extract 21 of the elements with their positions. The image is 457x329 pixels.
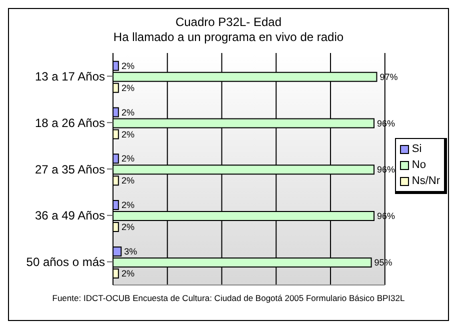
data-label: 2% [121,107,134,118]
data-label: 2% [121,154,134,164]
data-label: 2% [121,200,134,210]
y-tick-label: 50 años o más [26,255,105,270]
data-label: 2% [121,222,134,232]
y-tick-label: 27 a 35 Años [34,162,105,176]
data-label: 2% [121,129,134,140]
legend-label: No [412,158,426,173]
source-note: Fuente: IDCT-OCUB Encuesta de Cultura: Ciudad de Bogotá 2005 Formulario Básico BPI32L [51,293,406,303]
data-label: 2% [121,60,134,71]
y-tick-label: 36 a 49 Años [34,208,105,223]
legend-label: Si [412,142,422,157]
y-tick-label: 13 a 17 Años [34,69,105,84]
legend-label: Ns/Nr [412,174,440,189]
data-label: 2% [121,268,134,278]
chart-subtitle: Ha llamado a un programa en vivo de radio [112,30,345,45]
data-label: 2% [121,176,134,186]
chart-title: Cuadro P32L- Edad [174,15,283,30]
data-label: 3% [124,246,138,256]
data-label: 2% [121,82,134,93]
y-tick-label: 18 a 26 Años [34,116,105,130]
